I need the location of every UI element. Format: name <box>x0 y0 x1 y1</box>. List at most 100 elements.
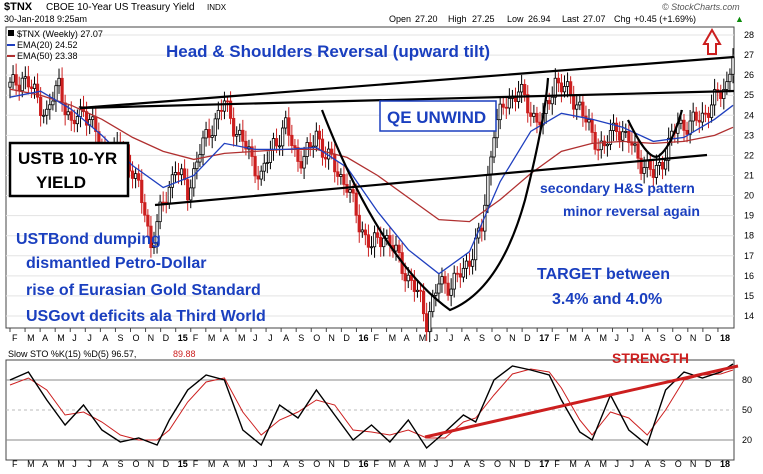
price-candle <box>593 132 597 150</box>
price-candle <box>498 103 502 121</box>
price-candle <box>685 129 689 135</box>
price-tick-label: 21 <box>744 170 754 180</box>
ema20-line <box>9 90 734 275</box>
chg-label: Chg <box>614 14 631 24</box>
price-candle <box>201 137 205 156</box>
chg-value: +0.45 (+1.69%) <box>634 14 696 24</box>
price-candle <box>455 272 459 275</box>
sto-month-tick-label: A <box>42 459 48 469</box>
price-candle <box>492 137 496 158</box>
month-tick-label: 17 <box>539 333 549 343</box>
month-tick-label: M <box>599 333 607 343</box>
month-tick-label: N <box>148 333 155 343</box>
price-candle <box>578 101 582 106</box>
price-candle <box>232 117 236 137</box>
low-label: Low <box>507 14 524 24</box>
month-tick-label: A <box>42 333 48 343</box>
month-tick-label: A <box>404 333 410 343</box>
sto-month-tick-label: J <box>72 459 77 469</box>
month-tick-label: J <box>630 333 635 343</box>
sto-month-tick-label: A <box>404 459 410 469</box>
price-candle <box>66 111 70 116</box>
price-candle <box>605 143 609 147</box>
price-candle <box>599 140 603 151</box>
month-tick-label: O <box>313 333 320 343</box>
price-candle <box>360 229 364 233</box>
price-tick-label: 23 <box>744 130 754 140</box>
price-candle <box>299 161 303 169</box>
price-candle <box>219 110 223 112</box>
price-candle <box>565 81 570 87</box>
price-candle <box>403 273 407 282</box>
price-candle <box>464 260 469 269</box>
price-candle <box>235 134 239 137</box>
price-candle <box>14 74 18 86</box>
price-candle <box>621 131 625 141</box>
price-candle <box>470 259 475 267</box>
sto-tick-label: 80 <box>742 375 752 385</box>
price-tick-label: 24 <box>744 110 754 120</box>
high-value: 27.25 <box>472 14 495 24</box>
price-candle <box>657 161 662 166</box>
legend-price: $TNX (Weekly) 27.07 <box>17 29 103 39</box>
price-candle <box>664 159 668 170</box>
price-candle <box>192 168 196 189</box>
price-candle <box>526 94 530 114</box>
price-candle <box>195 161 199 170</box>
pattern-title: Head & Shoulders Reversal (upward tilt) <box>166 42 490 61</box>
price-candle <box>614 122 619 133</box>
price-candle <box>679 119 683 124</box>
price-candle <box>155 221 159 244</box>
price-tick-label: 14 <box>744 311 754 321</box>
price-candle <box>26 76 30 88</box>
price-candle <box>706 112 711 118</box>
month-tick-label: M <box>238 333 246 343</box>
target-line2: 3.4% and 4.0% <box>552 291 662 308</box>
month-tick-label: N <box>509 333 516 343</box>
month-tick-label: 16 <box>358 333 368 343</box>
price-candle <box>45 108 49 116</box>
sto-month-tick-label: M <box>238 459 246 469</box>
month-tick-label: A <box>283 333 289 343</box>
brand-logo: © StockCharts.com <box>662 2 740 12</box>
price-candle <box>161 201 165 204</box>
price-candle <box>379 237 383 248</box>
price-candle <box>618 131 622 141</box>
target-line1: TARGET between <box>537 266 670 283</box>
price-candle <box>69 111 73 121</box>
price-candle <box>173 172 178 176</box>
price-candle <box>642 167 646 174</box>
price-tick-label: 15 <box>744 291 754 301</box>
price-candle <box>54 85 58 102</box>
price-tick-label: 16 <box>744 271 754 281</box>
month-tick-label: S <box>479 333 485 343</box>
sto-month-tick-label: N <box>509 459 516 469</box>
sto-month-tick-label: S <box>479 459 485 469</box>
price-candle <box>480 227 484 232</box>
price-candle <box>624 130 628 133</box>
month-tick-label: S <box>298 333 304 343</box>
sto-month-tick-label: J <box>434 459 439 469</box>
price-candle <box>274 138 279 147</box>
sto-month-tick-label: F <box>193 459 199 469</box>
price-candle <box>72 119 76 125</box>
month-tick-label: S <box>660 333 666 343</box>
price-candle <box>186 179 190 201</box>
sto-month-tick-label: M <box>208 459 216 469</box>
price-candle <box>550 96 554 105</box>
month-tick-label: N <box>328 333 335 343</box>
price-candle <box>660 161 665 170</box>
month-tick-label: O <box>675 333 682 343</box>
price-candle <box>238 129 242 135</box>
month-tick-label: J <box>268 333 273 343</box>
dumping-line2: dismantled Petro-Dollar <box>26 255 206 272</box>
price-candle <box>308 142 312 148</box>
price-candle <box>489 156 493 175</box>
price-candle <box>449 288 453 296</box>
price-candle <box>556 77 560 84</box>
price-candle <box>42 114 46 117</box>
price-candle <box>587 119 591 123</box>
price-candle <box>630 142 634 146</box>
sto-month-tick-label: J <box>615 459 620 469</box>
price-candle <box>504 106 508 109</box>
